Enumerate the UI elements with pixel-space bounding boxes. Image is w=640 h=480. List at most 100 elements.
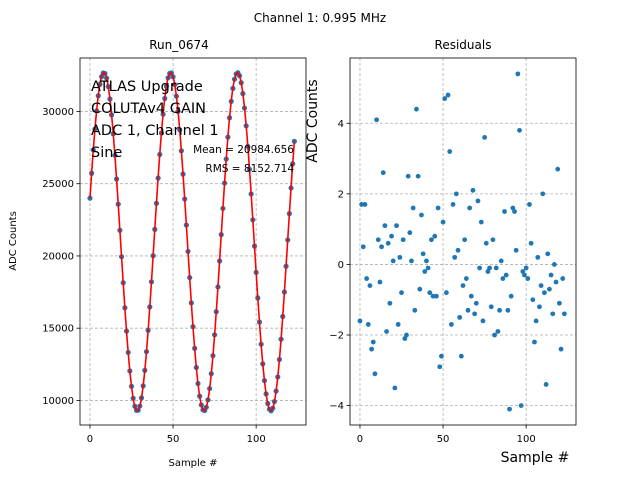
stats-rms: RMS = 8152.714 [205, 163, 294, 175]
residual-point [458, 353, 464, 359]
residual-point [370, 339, 376, 345]
residual-point [463, 276, 469, 281]
residual-point [517, 127, 522, 133]
right-series [357, 71, 567, 412]
residual-point [482, 134, 488, 140]
residual-point [473, 300, 479, 306]
residual-point [488, 304, 494, 310]
residual-point [560, 276, 566, 281]
residual-point [435, 205, 441, 211]
left-xaxis-label: Sample # [168, 458, 217, 469]
residual-point [395, 322, 401, 327]
left-ytick-label: 20000 [42, 251, 74, 262]
data-point [87, 195, 93, 201]
residual-point [553, 279, 559, 285]
residual-point [430, 293, 436, 299]
residual-point [450, 202, 456, 207]
residual-point [380, 170, 386, 176]
residual-point [518, 403, 524, 408]
residual-point [377, 279, 383, 285]
residual-point [440, 219, 446, 225]
figure-title: Channel 1: 0.995 MHz [254, 11, 386, 25]
residual-point [470, 187, 476, 193]
residual-point [483, 240, 489, 246]
residual-point [533, 318, 539, 324]
residual-point [372, 371, 378, 377]
residual-point [548, 272, 554, 278]
left-panel: Run_0674 0 50 100 10000 15000 20000 25000 30000… [8, 38, 307, 469]
residual-point [432, 233, 438, 239]
residual-point [392, 385, 398, 391]
right-xtick-label: 0 [357, 434, 363, 445]
data-point [291, 138, 297, 144]
residual-point [424, 258, 429, 264]
residual-point [445, 92, 451, 98]
left-ytick-label: 25000 [42, 179, 74, 190]
residual-point [362, 202, 368, 207]
residual-point [409, 258, 414, 264]
residual-point [561, 311, 567, 317]
residual-point [540, 191, 546, 197]
residual-point [417, 286, 423, 292]
residual-point [429, 237, 434, 243]
residual-point [508, 293, 514, 299]
residual-point [419, 212, 424, 218]
residual-point [374, 117, 379, 123]
right-plot-frame [349, 57, 577, 426]
residual-point [545, 251, 551, 257]
right-panel-title: Residuals [435, 38, 492, 52]
residual-point [551, 262, 557, 267]
residual-point [490, 237, 496, 243]
left-ytick-label: 10000 [42, 396, 74, 407]
right-ytick-label: −2 [329, 331, 344, 342]
residual-point [512, 209, 517, 214]
residual-point [407, 230, 413, 236]
residual-point [427, 290, 433, 296]
residual-point [438, 353, 444, 359]
residual-point [465, 307, 471, 313]
residual-point [447, 149, 453, 154]
residual-point [498, 258, 504, 264]
residual-point [410, 205, 416, 211]
left-yaxis-label: ADC Counts [8, 211, 19, 271]
residual-point [359, 202, 365, 207]
residual-point [532, 339, 537, 345]
residual-point [468, 293, 474, 299]
residual-point [404, 332, 409, 338]
residual-point [525, 276, 531, 281]
residual-point [487, 265, 492, 271]
residual-point [452, 254, 458, 260]
residual-point [365, 322, 371, 327]
left-panel-title: Run_0674 [149, 38, 209, 52]
residual-point [477, 265, 483, 271]
right-ytick-label: 0 [338, 260, 344, 271]
residual-point [478, 219, 484, 225]
residual-point [555, 166, 561, 172]
residual-point [453, 191, 459, 197]
residual-point [364, 276, 370, 281]
residual-point [550, 311, 556, 317]
right-axis-ticks: 0 50 100 −4 −2 0 2 4 [329, 119, 535, 445]
residual-point [493, 265, 499, 271]
residual-point [400, 237, 406, 243]
residual-point [467, 205, 473, 211]
right-gridlines [350, 58, 576, 425]
residual-point [505, 307, 511, 313]
annotation-line-3: ADC 1, Channel 1 [91, 123, 219, 139]
residual-point [500, 276, 506, 281]
residual-point [543, 382, 549, 387]
residual-point [523, 265, 529, 271]
right-xaxis-label: Sample # [501, 450, 570, 466]
residual-point [414, 106, 419, 112]
left-axis-ticks: 0 50 100 10000 15000 20000 25000 30000 [42, 107, 266, 445]
residual-point [513, 247, 519, 253]
residual-point [385, 240, 391, 246]
right-ytick-label: 2 [338, 189, 344, 200]
residual-point [390, 258, 396, 264]
annotation-line-1: ATLAS Upgrade [91, 79, 203, 95]
left-xtick-label: 100 [247, 434, 266, 445]
residual-point [360, 244, 366, 250]
left-ytick-label: 30000 [42, 107, 74, 118]
residual-point [460, 283, 466, 289]
